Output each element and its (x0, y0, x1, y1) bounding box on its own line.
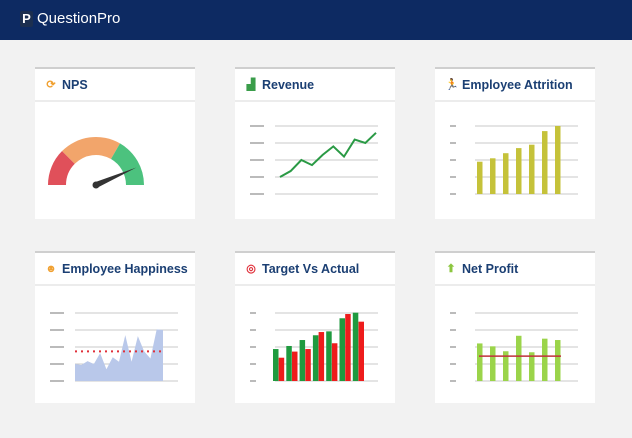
card-header: ⟳ NPS (35, 69, 195, 102)
bar (490, 158, 496, 194)
card-header: ☻ Employee Happiness (35, 253, 195, 286)
chart (450, 312, 578, 382)
widget-employee-attrition[interactable]: 🏃 Employee Attrition (435, 67, 595, 219)
bar (529, 144, 535, 194)
target-bar (273, 349, 279, 381)
smiley-icon: ☻ (45, 262, 57, 275)
target-bar (339, 318, 345, 381)
bar (555, 340, 561, 381)
card-title: NPS (62, 77, 88, 92)
app-title: QuestionPro (37, 10, 121, 27)
target-bar (312, 335, 319, 381)
gauge-segment (48, 151, 75, 185)
actual-bar (318, 332, 325, 381)
actual-bar (345, 314, 351, 381)
card-header: 🏃 Employee Attrition (435, 69, 595, 102)
revenue-line (279, 132, 377, 178)
target-bar (326, 331, 332, 381)
logo[interactable]: P QuestionPro (20, 10, 120, 27)
bar (516, 335, 522, 381)
bar (503, 351, 509, 381)
gauge-segment (62, 137, 120, 164)
arrow-up-icon: ⬆ (446, 263, 456, 275)
bar-growth-icon: ▟ (246, 79, 256, 91)
bar (542, 338, 548, 381)
chart (450, 125, 578, 195)
actual-bar (305, 349, 311, 381)
widget-target-vs-actual[interactable]: ◎ Target Vs Actual (235, 251, 395, 403)
gauge-hub (92, 181, 100, 189)
top-bar: P QuestionPro (0, 0, 632, 40)
card-header: ▟ Revenue (235, 69, 395, 102)
chart (48, 137, 144, 189)
chart (250, 312, 378, 382)
card-header: ⬆ Net Profit (435, 253, 595, 286)
card-title: Employee Attrition (462, 77, 573, 92)
bar (503, 153, 509, 194)
bar (516, 148, 522, 194)
bar (542, 131, 548, 194)
card-title: Employee Happiness (62, 261, 188, 276)
card-header: ◎ Target Vs Actual (235, 253, 395, 286)
card-title: Revenue (262, 77, 315, 92)
happiness-area (75, 329, 163, 381)
actual-bar (358, 321, 364, 381)
bar (490, 346, 496, 381)
actual-bar (278, 357, 285, 381)
chart (50, 312, 178, 382)
bar (477, 161, 483, 194)
actual-bar (331, 343, 338, 381)
card-title: Target Vs Actual (262, 261, 360, 276)
widget-revenue[interactable]: ▟ Revenue (235, 67, 395, 219)
target-bar (286, 345, 292, 381)
logo-icon: P (20, 10, 33, 27)
target-icon: ◎ (246, 263, 256, 275)
widget-employee-happiness[interactable]: ☻ Employee Happiness (35, 251, 195, 403)
bar (555, 126, 561, 194)
target-bar (352, 312, 359, 381)
running-person-icon: 🏃 (445, 79, 459, 91)
bar (477, 343, 483, 381)
widget-nps[interactable]: ⟳ NPS (35, 67, 195, 219)
card-title: Net Profit (462, 261, 519, 276)
widget-net-profit[interactable]: ⬆ Net Profit (435, 251, 595, 403)
gauge-segment (111, 143, 144, 185)
target-bar (299, 340, 306, 381)
bar (529, 352, 535, 381)
gauge-icon: ⟳ (46, 79, 56, 91)
gauge-needle (94, 167, 137, 188)
actual-bar (292, 351, 298, 381)
chart (250, 125, 378, 195)
